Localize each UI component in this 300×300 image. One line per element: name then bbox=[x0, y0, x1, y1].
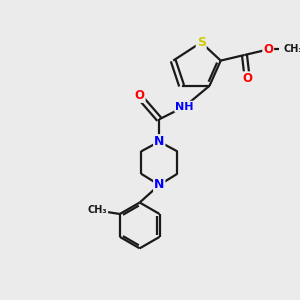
Text: NH: NH bbox=[175, 102, 194, 112]
Text: N: N bbox=[154, 135, 164, 148]
Text: N: N bbox=[154, 178, 164, 191]
Text: CH₃: CH₃ bbox=[284, 44, 300, 54]
Text: O: O bbox=[263, 43, 273, 56]
Text: O: O bbox=[135, 89, 145, 102]
Text: O: O bbox=[242, 72, 252, 85]
Text: S: S bbox=[197, 36, 206, 49]
Text: CH₃: CH₃ bbox=[88, 205, 107, 215]
